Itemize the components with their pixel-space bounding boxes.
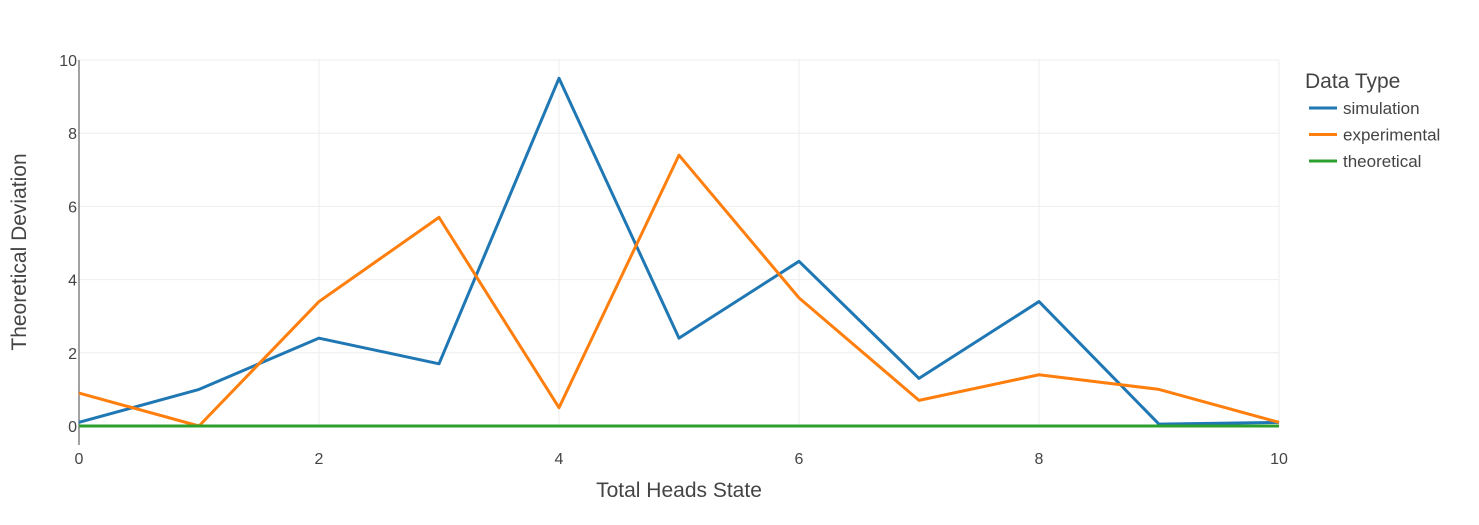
x-tick-label: 8 [1035, 451, 1044, 468]
x-tick-labels: 0 2 4 6 8 10 [75, 451, 1288, 468]
legend-label-theoretical: theoretical [1343, 152, 1421, 171]
x-tick-label: 0 [75, 451, 84, 468]
y-tick-labels: 0 2 4 6 8 10 [59, 53, 77, 436]
legend: Data Type simulation experimental theoreti… [1305, 70, 1440, 171]
series-line-simulation [78, 76, 1280, 426]
y-axis-title: Theoretical Deviation [8, 153, 31, 350]
axes [78, 60, 1279, 445]
x-tick-label: 4 [555, 451, 564, 468]
y-tick-label: 2 [68, 346, 77, 363]
legend-label-experimental: experimental [1343, 126, 1440, 145]
y-tick-label: 6 [68, 199, 77, 216]
y-tick-label: 4 [68, 273, 77, 290]
grid-lines [79, 59, 1280, 426]
x-tick-label: 10 [1270, 451, 1288, 468]
legend-label-simulation: simulation [1343, 99, 1420, 118]
x-axis-title: Total Heads State [596, 479, 762, 502]
y-tick-label: 0 [68, 419, 77, 436]
series-lines [78, 76, 1280, 428]
x-tick-label: 6 [795, 451, 804, 468]
x-tick-label: 2 [315, 451, 324, 468]
y-tick-label: 8 [68, 126, 77, 143]
series-line-experimental [78, 153, 1280, 428]
y-tick-label: 10 [59, 53, 77, 70]
legend-title: Data Type [1305, 70, 1400, 93]
